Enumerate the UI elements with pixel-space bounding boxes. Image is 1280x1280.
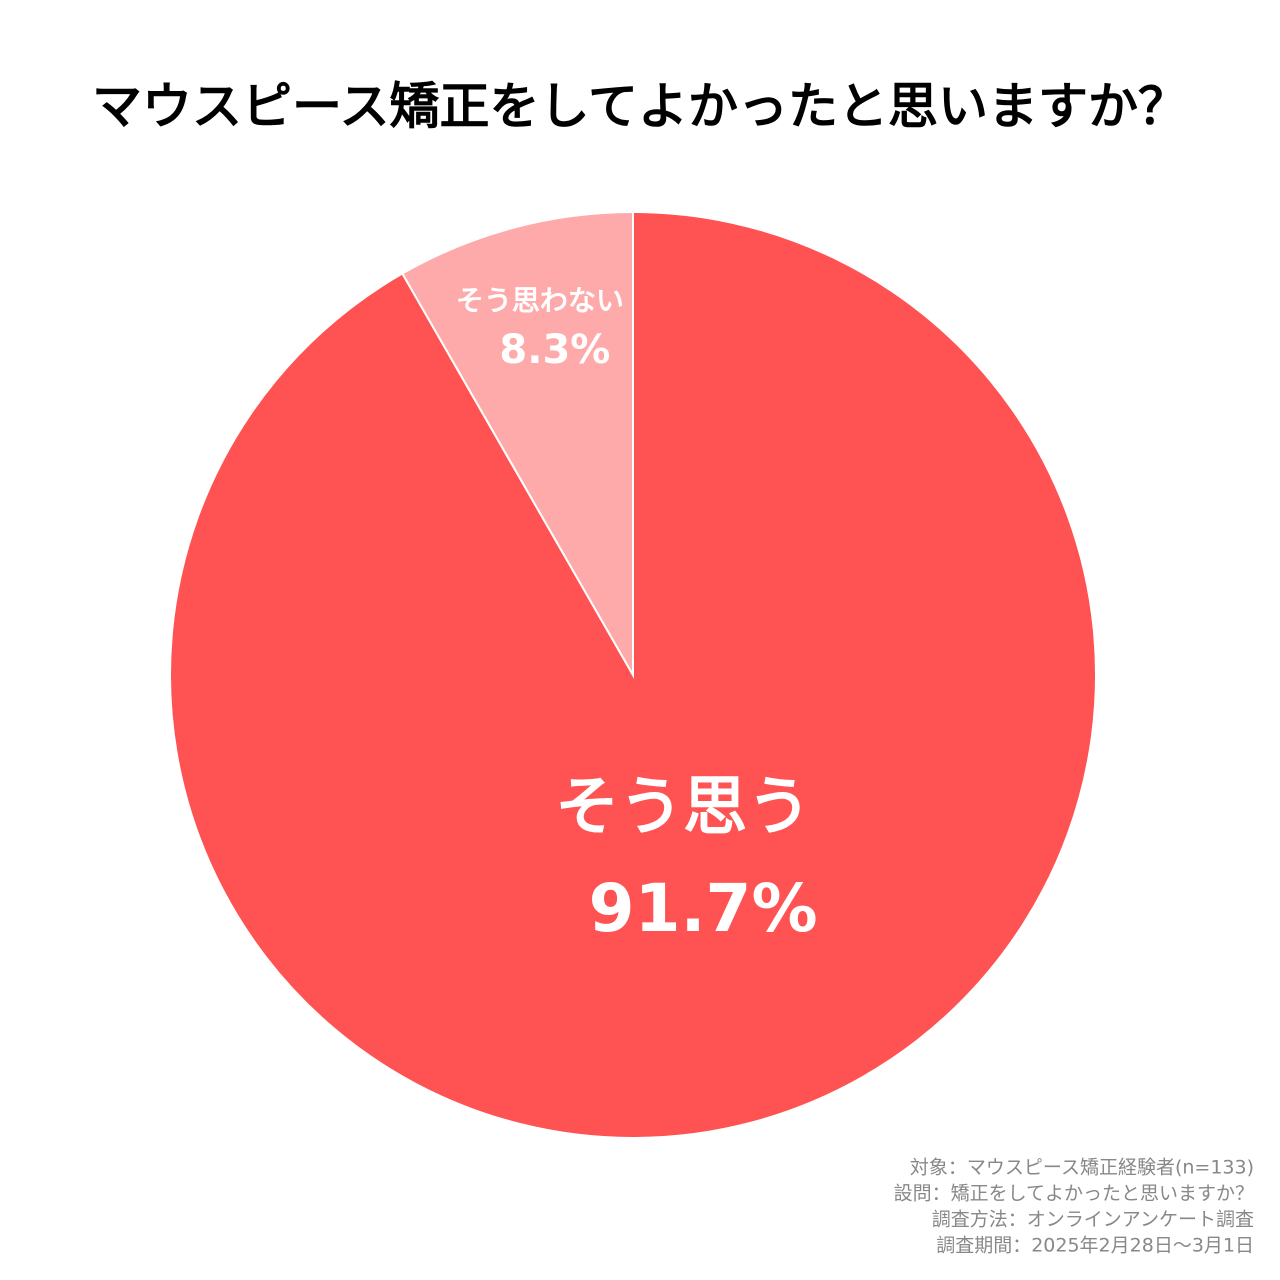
slice-category-label: そう思わない: [456, 284, 624, 317]
slice-category-label: そう思う: [555, 770, 811, 844]
slice-value-label: 8.3%: [499, 327, 610, 373]
slice-value-label: 91.7%: [589, 870, 818, 947]
footnote: 調査期間：2025年2月28日～3月1日: [936, 1235, 1254, 1257]
footnote: 調査方法：オンラインアンケート調査: [932, 1209, 1254, 1231]
footnote: 対象：マウスピース矯正経験者(n=133): [910, 1157, 1254, 1179]
footnote: 設問：矯正をしてよかったと思いますか？: [894, 1183, 1254, 1205]
chart-title: マウスピース矯正をしてよかったと思いますか？: [92, 78, 1188, 136]
pie-slice: [400, 210, 634, 679]
